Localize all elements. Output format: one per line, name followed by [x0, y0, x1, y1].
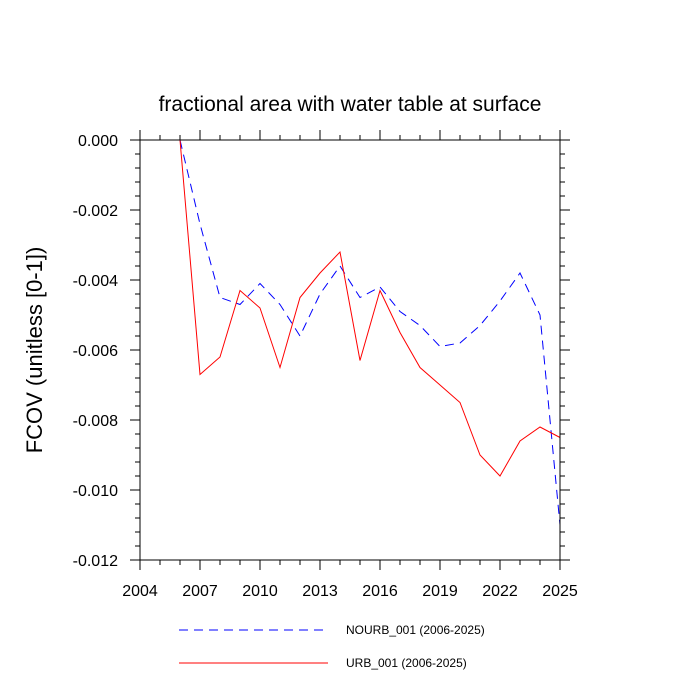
y-tick-label: -0.004	[73, 273, 118, 290]
series-line-nourb	[179, 139, 561, 526]
legend: NOURB_001 (2006-2025) URB_001 (2006-2025)	[179, 623, 485, 670]
y-tick-label: 0.000	[78, 133, 118, 150]
x-tick-label: 2013	[302, 583, 338, 600]
x-tick-label: 2010	[242, 583, 278, 600]
x-tick-label: 2004	[122, 583, 158, 600]
plot-area	[179, 139, 561, 526]
series-line-urb	[179, 139, 561, 477]
plot-frame	[139, 139, 561, 561]
x-tick-label: 2016	[362, 583, 398, 600]
x-tick-label: 2019	[422, 583, 458, 600]
legend-label-urb: URB_001 (2006-2025)	[346, 656, 467, 670]
y-tick-label: -0.010	[73, 483, 118, 500]
x-tick-label: 2025	[542, 583, 578, 600]
y-tick-label: -0.002	[73, 203, 118, 220]
y-tick-label: -0.012	[73, 553, 118, 570]
y-axis-label: FCOV (unitless [0-1])	[22, 247, 47, 454]
y-tick-label: -0.006	[73, 343, 118, 360]
axis-ticks: 2004 2007 2010 2013 2016 2019 2022 2025 0.000 -0.…	[73, 130, 578, 600]
chart-title: fractional area with water table at surf…	[159, 93, 542, 116]
y-tick-label: -0.008	[73, 413, 118, 430]
x-tick-label: 2007	[182, 583, 218, 600]
x-tick-label: 2022	[482, 583, 518, 600]
legend-label-nourb: NOURB_001 (2006-2025)	[346, 623, 485, 637]
